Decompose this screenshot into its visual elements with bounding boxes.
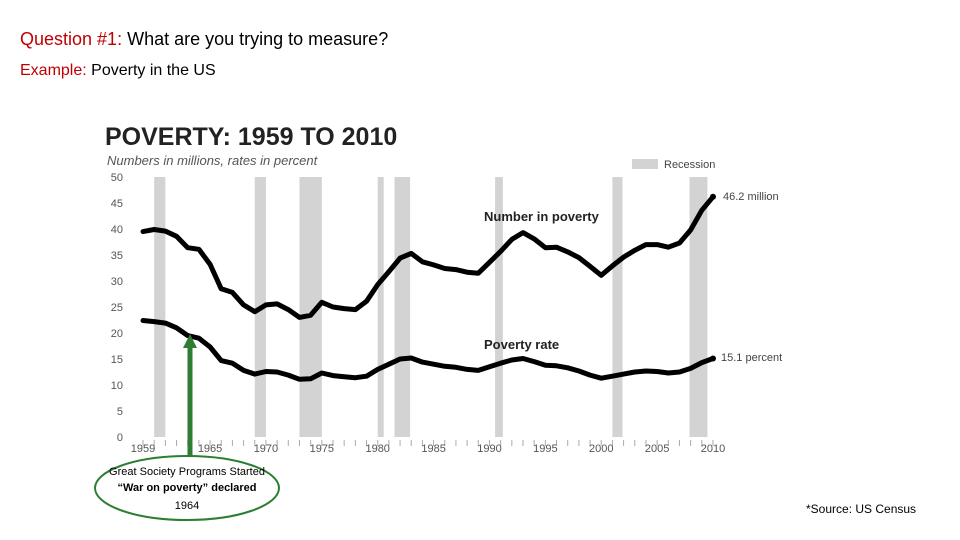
question-text: What are you trying to measure? — [122, 29, 389, 49]
recession-band — [154, 177, 166, 437]
annotation-line-2: “War on poverty” declared — [117, 482, 257, 494]
series-line-poverty-rate — [140, 318, 716, 382]
annotation-line-3: 1964 — [174, 500, 200, 512]
x-tick-label: 1985 — [421, 443, 445, 455]
y-tick-label: 0 — [117, 432, 123, 444]
series-label-number: Number in poverty — [484, 209, 600, 224]
y-tick-label: 40 — [111, 224, 123, 236]
series-line-number-in-poverty — [140, 194, 716, 320]
end-label-number: 46.2 million — [723, 191, 779, 203]
x-tick-label: 1980 — [365, 443, 389, 455]
y-tick-label: 50 — [111, 172, 123, 184]
recession-band — [299, 177, 322, 437]
annotation-ellipse — [94, 455, 280, 521]
legend-recession-swatch — [632, 159, 658, 169]
source-note: *Source: US Census — [806, 502, 917, 516]
annotation-arrow-head — [183, 334, 197, 348]
y-tick-label: 5 — [117, 406, 123, 418]
x-tick-label: 1965 — [198, 443, 222, 455]
example-heading: Example: Poverty in the US — [20, 62, 216, 80]
x-tick-label: 1959 — [131, 443, 155, 455]
x-tick-label: 2000 — [589, 443, 613, 455]
series-label-rate: Poverty rate — [484, 337, 559, 352]
x-tick-label: 2010 — [701, 443, 725, 455]
y-tick-label: 30 — [111, 276, 123, 288]
chart-subtitle: Numbers in millions, rates in percent — [107, 153, 319, 168]
legend-recession-label: Recession — [664, 159, 715, 171]
annotation-line-1: Great Society Programs Started — [109, 466, 265, 478]
y-tick-label: 35 — [111, 250, 123, 262]
question-prefix: Question #1: — [20, 29, 123, 49]
x-tick-label: 1975 — [310, 443, 334, 455]
series-end-point — [710, 355, 716, 362]
y-tick-label: 45 — [111, 198, 123, 210]
end-label-rate: 15.1 percent — [721, 352, 782, 364]
x-tick-label: 2005 — [645, 443, 669, 455]
y-tick-label: 25 — [111, 302, 123, 314]
example-text: Poverty in the US — [86, 62, 216, 79]
recession-band — [394, 177, 411, 437]
series-end-point — [710, 193, 716, 200]
x-tick-label: 1990 — [477, 443, 501, 455]
recession-band — [495, 177, 503, 437]
y-tick-label: 15 — [111, 354, 123, 366]
y-tick-label: 20 — [111, 328, 123, 340]
x-tick-label: 1970 — [254, 443, 278, 455]
chart-title: POVERTY: 1959 TO 2010 — [105, 123, 397, 151]
example-prefix: Example: — [20, 62, 87, 79]
recession-band — [612, 177, 623, 437]
recession-band — [689, 177, 708, 437]
question-heading: Question #1: What are you trying to meas… — [20, 29, 388, 50]
recession-band — [377, 177, 384, 437]
x-tick-label: 1995 — [533, 443, 557, 455]
y-tick-label: 10 — [111, 380, 123, 392]
